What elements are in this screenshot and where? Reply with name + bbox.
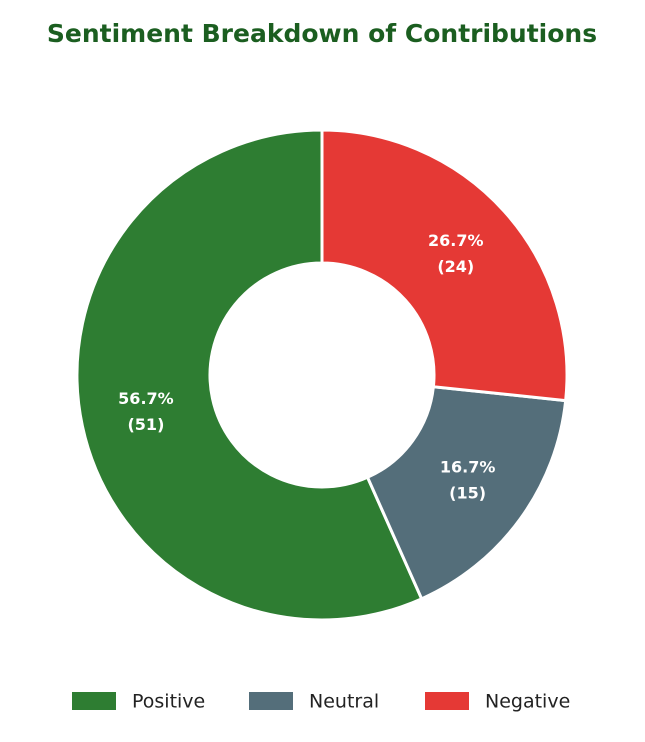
slice [320,128,569,403]
value-label: (51) [127,415,164,434]
chart-title: Sentiment Breakdown of Contributions [47,19,597,48]
slice [365,385,568,601]
legend-label: Neutral [309,691,379,713]
legend-swatch [72,692,116,710]
legend-label: Negative [485,691,570,713]
legend-swatch [425,692,469,710]
legend-swatch [249,692,293,710]
legend-label: Positive [132,691,205,713]
percent-label: 16.7% [440,457,496,476]
percent-label: 26.7% [428,231,484,250]
percent-label: 56.7% [118,389,174,408]
value-label: (24) [437,257,474,276]
value-label: (15) [449,483,486,502]
slice [75,128,424,622]
